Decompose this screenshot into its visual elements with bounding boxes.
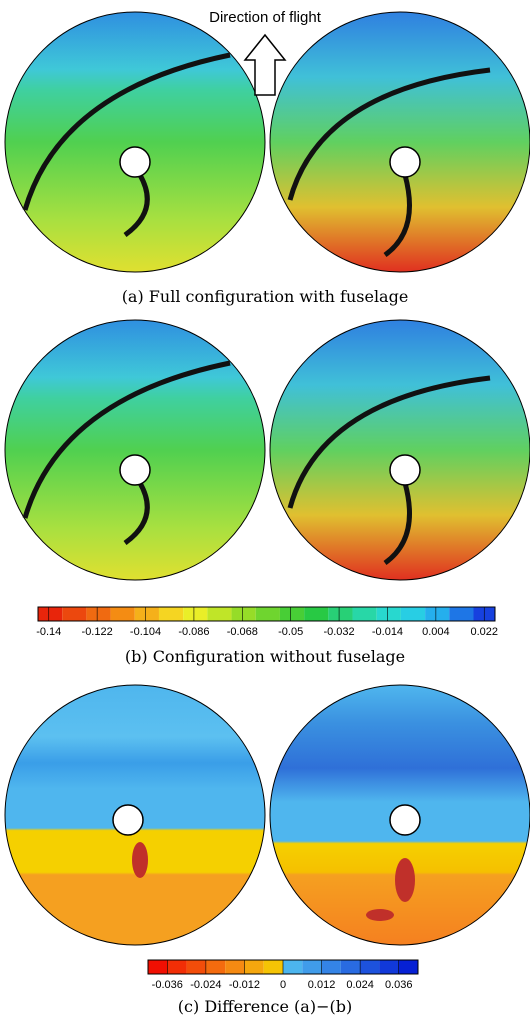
colorbar-tick-label: 0.036 <box>385 979 413 991</box>
wake <box>123 173 150 238</box>
colorbar-block <box>425 607 450 621</box>
colorbar-block <box>62 607 87 621</box>
colorbar-block <box>110 607 135 621</box>
shock <box>287 375 491 509</box>
wake <box>383 174 412 258</box>
disk <box>269 319 530 581</box>
caption: (c) Difference (a)−(b) <box>178 997 352 1016</box>
colorbar-block <box>225 960 245 974</box>
colorbar-tick-label: -0.122 <box>82 626 113 638</box>
colorbar-frame <box>37 606 496 622</box>
colorbar-block <box>283 960 303 974</box>
colorbar-tick-label: -0.086 <box>178 626 209 638</box>
colorbar-tick-label: 0.022 <box>470 626 498 638</box>
colorbar: -0.14 -0.122 -0.104 -0.086 -0.068 -0.05 -0.032… <box>36 606 498 638</box>
colorbar-block <box>400 607 426 621</box>
wake <box>123 481 150 546</box>
colorbar-block <box>244 960 264 974</box>
colorbar-block <box>302 960 322 974</box>
wake <box>383 482 412 566</box>
colorbar-block <box>321 960 341 974</box>
colorbar-block <box>279 607 305 621</box>
colorbar-block <box>398 960 418 974</box>
disk <box>269 11 530 273</box>
shock-lines <box>22 52 491 566</box>
colorbar-block <box>148 960 168 974</box>
colorbar-tick-label: -0.014 <box>372 626 403 638</box>
shock <box>22 52 231 211</box>
colorbar-tick-label: -0.104 <box>130 626 161 638</box>
colorbar-block <box>304 607 329 621</box>
colorbar-block <box>186 960 206 974</box>
caption: (b) Configuration without fuselage <box>125 647 405 666</box>
direction-label: Direction of flight <box>209 9 322 26</box>
colorbar-tick-label: 0.024 <box>346 979 374 991</box>
colorbar-block <box>376 607 401 621</box>
colorbar-block <box>255 607 280 621</box>
colorbar-tick-label: -0.024 <box>190 979 221 991</box>
colorbar-tick-label: -0.14 <box>36 626 61 638</box>
colorbar-block <box>167 960 187 974</box>
colorbar: -0.036 -0.024 -0.012 0 0.012 0.024 0.036 <box>147 959 419 991</box>
colorbar-block <box>205 960 226 974</box>
colorbar-tick-label: -0.032 <box>323 626 354 638</box>
colorbar-block <box>207 607 232 621</box>
colorbar-tick-label: -0.05 <box>278 626 303 638</box>
colorbar-block <box>134 607 159 621</box>
colorbar-block <box>360 960 380 974</box>
caption: (a) Full configuration with fuselage <box>122 287 409 306</box>
colorbar-tick-label: -0.012 <box>229 979 260 991</box>
colorbar-block <box>183 607 208 621</box>
diff-spots <box>132 842 415 921</box>
hubs <box>112 146 421 836</box>
colorbar-block <box>379 960 399 974</box>
colorbar-tick-label: -0.036 <box>152 979 183 991</box>
colorbar-block <box>158 607 184 621</box>
colorbar-tick-label: 0 <box>280 979 286 991</box>
flight-arrow <box>243 33 287 96</box>
colorbar-block <box>231 607 256 621</box>
colorbar-tick-label: 0.012 <box>308 979 336 991</box>
shock <box>22 360 231 519</box>
colorbar-tick-label: -0.068 <box>227 626 258 638</box>
disks <box>4 11 530 946</box>
shock <box>287 67 491 201</box>
colorbar-tick-label: 0.004 <box>422 626 450 638</box>
colorbar-block <box>38 607 63 621</box>
colorbar-block <box>86 607 111 621</box>
disk <box>4 319 266 581</box>
colorbar-block <box>352 607 377 621</box>
colorbar-block <box>340 960 361 974</box>
colorbar-block <box>263 960 283 974</box>
disk <box>4 11 266 273</box>
colorbar-block <box>449 607 474 621</box>
colorbar-block <box>328 607 353 621</box>
